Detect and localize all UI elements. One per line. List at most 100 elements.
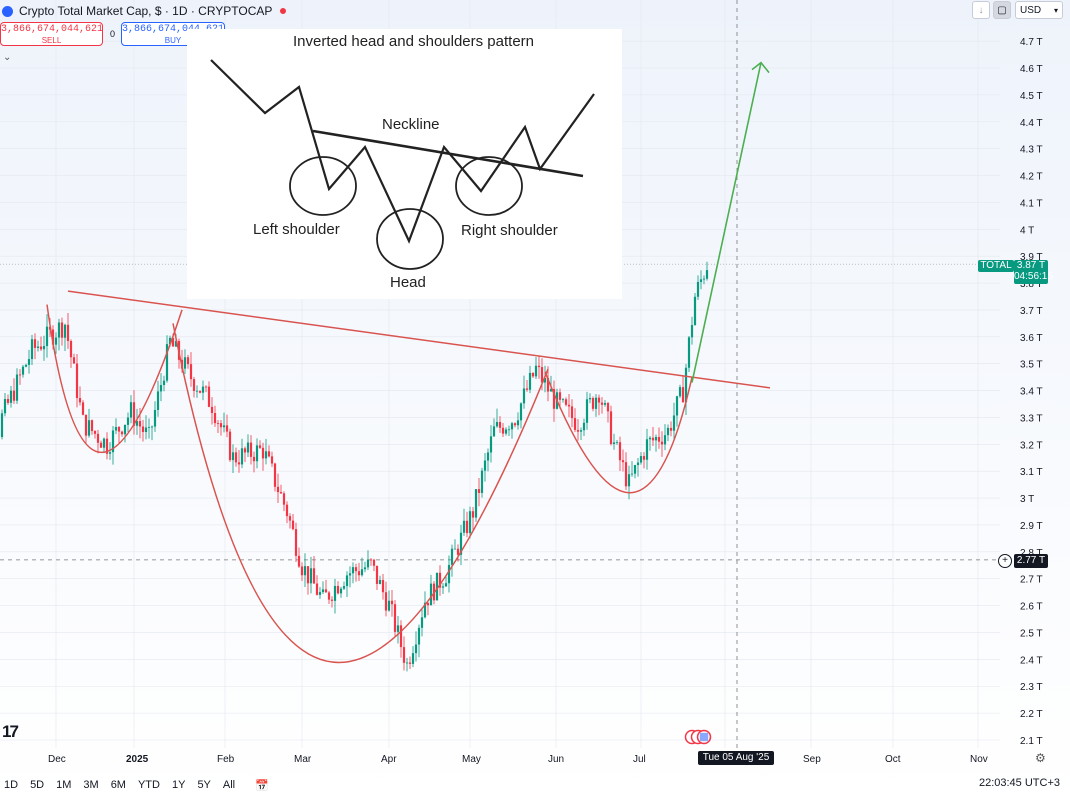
candle-body bbox=[615, 442, 619, 444]
y-tick-label: 3.2 T bbox=[1020, 440, 1043, 451]
candle-body bbox=[222, 425, 226, 428]
candle-body bbox=[693, 296, 697, 326]
candle-body bbox=[564, 399, 568, 405]
candle-body bbox=[255, 445, 259, 462]
symbol-logo-icon bbox=[2, 5, 13, 17]
candle-body bbox=[387, 600, 391, 611]
events-flags-icon[interactable] bbox=[684, 729, 712, 745]
candle-body bbox=[360, 569, 364, 576]
sell-button[interactable]: 3,866,674,044,621 SELL bbox=[0, 22, 103, 46]
candle-body bbox=[342, 586, 346, 589]
candle-body bbox=[249, 442, 253, 457]
y-tick-label: 2.3 T bbox=[1020, 682, 1043, 693]
y-tick-label: 4.2 T bbox=[1020, 172, 1043, 183]
candle-body bbox=[582, 422, 586, 431]
candle-body bbox=[120, 431, 124, 435]
candle-body bbox=[579, 430, 583, 432]
candle-body bbox=[540, 367, 544, 383]
candle-body bbox=[309, 568, 313, 584]
x-tick-label: May bbox=[462, 754, 481, 765]
candle-body bbox=[117, 426, 121, 432]
candle-body bbox=[174, 341, 178, 347]
gear-icon[interactable]: ⚙ bbox=[1035, 751, 1046, 765]
x-tick-label: Feb bbox=[217, 754, 235, 765]
candle-body bbox=[126, 417, 130, 425]
candle-body bbox=[132, 402, 136, 426]
x-tick-label: Jun bbox=[548, 754, 564, 765]
timeframe-3m[interactable]: 3M bbox=[83, 779, 99, 791]
candle-body bbox=[468, 511, 472, 534]
collapse-chevron-icon[interactable]: ⌄ bbox=[3, 52, 12, 63]
x-tick-label: Dec bbox=[48, 754, 66, 765]
candle-body bbox=[702, 278, 706, 280]
candle-body bbox=[558, 392, 562, 400]
timeframe-1m[interactable]: 1M bbox=[56, 779, 72, 791]
candle-body bbox=[603, 403, 607, 405]
candle-body bbox=[393, 604, 397, 632]
candle-body bbox=[486, 452, 490, 461]
candle-body bbox=[306, 566, 310, 584]
x-tick-label: Mar bbox=[294, 754, 312, 765]
candle-body bbox=[534, 365, 538, 377]
screenshot-icon[interactable]: ▢ bbox=[993, 1, 1011, 19]
y-tick-label: 3.4 T bbox=[1020, 387, 1043, 398]
clock[interactable]: 22:03:45 UTC+3 bbox=[978, 777, 1060, 789]
timeframe-ytd[interactable]: YTD bbox=[137, 779, 160, 791]
sell-price: 3,866,674,044,621 bbox=[1, 24, 104, 35]
candle-body bbox=[324, 589, 328, 593]
add-alert-icon[interactable]: + bbox=[998, 554, 1012, 568]
candle-body bbox=[690, 325, 694, 338]
timeframe-6m[interactable]: 6M bbox=[110, 779, 126, 791]
x-tick-label: Sep bbox=[803, 754, 821, 765]
y-tick-label: 3.8 T bbox=[1020, 279, 1043, 290]
y-tick-label: 2.6 T bbox=[1020, 602, 1043, 613]
y-tick-label: 4.7 T bbox=[1020, 37, 1043, 48]
candle-body bbox=[630, 473, 634, 475]
candle-body bbox=[264, 451, 268, 459]
candle-body bbox=[669, 427, 673, 431]
timeframe-5y[interactable]: 5Y bbox=[197, 779, 211, 791]
date-range-calendar-icon[interactable]: 📅 bbox=[255, 779, 269, 792]
candle-body bbox=[261, 447, 265, 459]
currency-select[interactable]: USD ▾ bbox=[1015, 1, 1063, 19]
candle-body bbox=[90, 420, 94, 432]
candle-body bbox=[651, 437, 655, 441]
left-shoulder-curve bbox=[46, 304, 183, 454]
neckline-label: Neckline bbox=[382, 116, 440, 133]
candle-body bbox=[6, 398, 10, 403]
candle-body bbox=[246, 442, 250, 453]
candle-body bbox=[315, 583, 319, 595]
candle-body bbox=[618, 442, 622, 461]
y-tick-label: 3.1 T bbox=[1020, 467, 1043, 478]
candle-body bbox=[366, 559, 370, 568]
buy-label: BUY bbox=[164, 36, 182, 45]
timeframe-5d[interactable]: 5D bbox=[30, 779, 45, 791]
pattern-neckline bbox=[312, 129, 584, 178]
candle-body bbox=[543, 377, 547, 383]
candle-body bbox=[150, 426, 154, 428]
candle-body bbox=[237, 462, 241, 465]
timeframe-all[interactable]: All bbox=[222, 779, 236, 791]
candle-body bbox=[36, 346, 40, 348]
candle-body bbox=[45, 326, 49, 347]
candle-body bbox=[297, 555, 301, 567]
candle-body bbox=[3, 398, 7, 414]
crosshair-date-tag: Tue 05 Aug '25 bbox=[698, 751, 774, 765]
candle-body bbox=[657, 436, 661, 442]
timeframe-1y[interactable]: 1Y bbox=[171, 779, 186, 791]
y-tick-label: 4.1 T bbox=[1020, 198, 1043, 209]
candle-body bbox=[285, 504, 289, 517]
candle-body bbox=[114, 426, 118, 431]
candle-body bbox=[279, 492, 283, 494]
candle-body bbox=[420, 617, 424, 628]
candle-body bbox=[318, 592, 322, 595]
download-icon[interactable]: ↓ bbox=[972, 1, 990, 19]
candle-body bbox=[438, 572, 442, 588]
left-shoulder-ellipse bbox=[289, 156, 357, 216]
symbol-title[interactable]: Crypto Total Market Cap, $ · 1D · CRYPTO… bbox=[19, 4, 273, 18]
candle-body bbox=[252, 456, 256, 462]
candle-body bbox=[327, 592, 331, 600]
timeframe-1d[interactable]: 1D bbox=[4, 779, 19, 791]
candle-body bbox=[339, 588, 343, 594]
candle-body bbox=[666, 427, 670, 436]
